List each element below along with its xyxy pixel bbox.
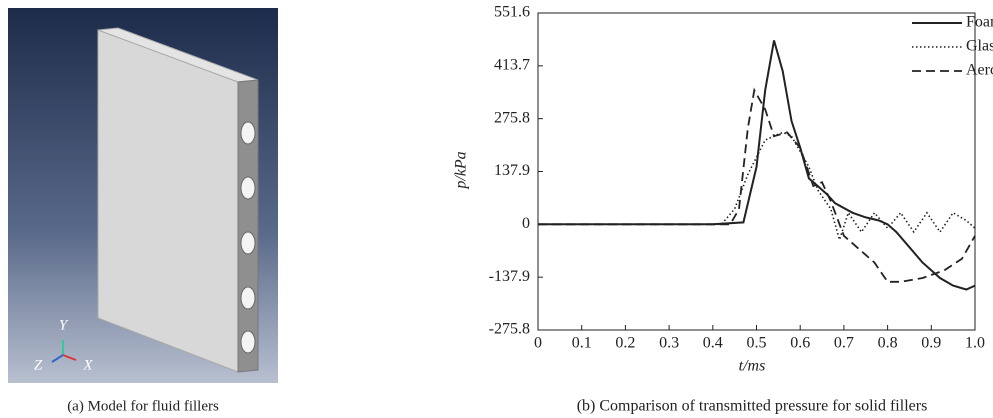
x-tick-label: 0.9: [921, 335, 941, 352]
caption-b: (b) Comparison of transmitted pressure f…: [577, 398, 928, 415]
chart: t/ms p/kPa (b) Comparison of transmitted…: [453, 4, 993, 415]
y-tick-label: 551.6: [494, 4, 530, 21]
series-line: [538, 40, 975, 289]
y-tick-label: 275.8: [494, 109, 530, 126]
x-tick-label: 0.3: [659, 335, 679, 352]
plate-front: [98, 30, 238, 372]
x-tick-label: 1.0: [965, 335, 985, 352]
model-panel: Y Z X (a) Model for fluid fillers: [8, 8, 278, 414]
legend-label: Foam: [966, 14, 993, 31]
axis-x-label: X: [82, 357, 93, 373]
x-tick-label: 0.6: [790, 335, 810, 352]
axis-z-label: Z: [34, 357, 43, 373]
y-tick-label: 137.9: [494, 162, 530, 179]
x-tick-label: 0.5: [747, 335, 767, 352]
y-tick-label: 0: [522, 215, 530, 232]
x-tick-label: 0.1: [572, 335, 592, 352]
figure: Y Z X (a) Model for fluid fillers t/ms p…: [0, 0, 993, 418]
caption-a: (a) Model for fluid fillers: [67, 398, 219, 414]
plot-frame: [538, 13, 975, 330]
x-tick-label: 0.8: [878, 335, 898, 352]
series-line: [538, 90, 975, 282]
y-tick-label: 413.7: [494, 57, 530, 74]
legend-label: Glass beads: [966, 38, 993, 55]
x-tick-label: 0: [534, 335, 542, 352]
y-tick-label: -137.9: [489, 268, 530, 285]
x-tick-label: 0.4: [703, 335, 723, 352]
y-tick-label: -275.8: [489, 321, 530, 338]
y-axis-title: p/kPa: [453, 151, 470, 189]
x-tick-label: 0.7: [834, 335, 854, 352]
x-tick-label: 0.2: [615, 335, 635, 352]
page: {"panel_a": {"caption": "(a) Model for f…: [0, 0, 993, 418]
legend-label: Aerogel: [966, 62, 993, 79]
x-axis-title: t/ms: [739, 358, 766, 375]
